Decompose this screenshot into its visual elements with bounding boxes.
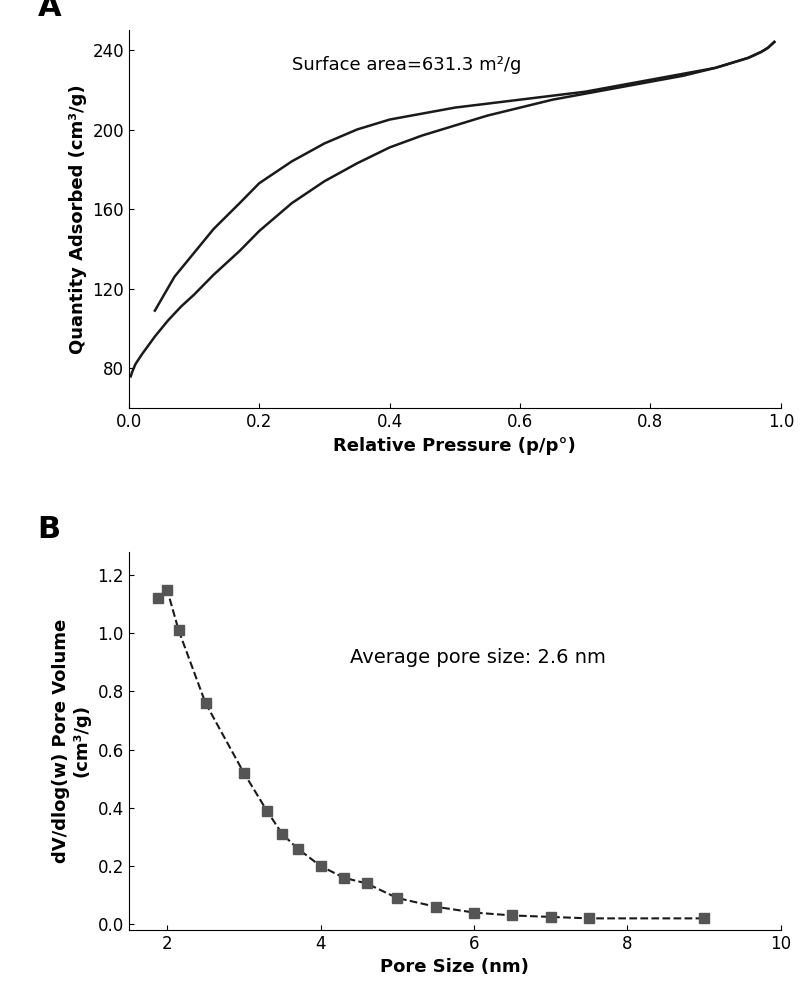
Text: A: A <box>38 0 61 22</box>
Text: Average pore size: 2.6 nm: Average pore size: 2.6 nm <box>350 648 606 667</box>
Y-axis label: dV/dlog(w) Pore Volume
(cm³/g): dV/dlog(w) Pore Volume (cm³/g) <box>52 619 90 863</box>
X-axis label: Pore Size (nm): Pore Size (nm) <box>381 958 529 976</box>
Text: Surface area=631.3 m²/g: Surface area=631.3 m²/g <box>292 56 521 74</box>
X-axis label: Relative Pressure (p/p°): Relative Pressure (p/p°) <box>333 437 576 455</box>
Text: B: B <box>38 515 60 544</box>
Y-axis label: Quantity Adsorbed (cm³/g): Quantity Adsorbed (cm³/g) <box>68 84 87 354</box>
